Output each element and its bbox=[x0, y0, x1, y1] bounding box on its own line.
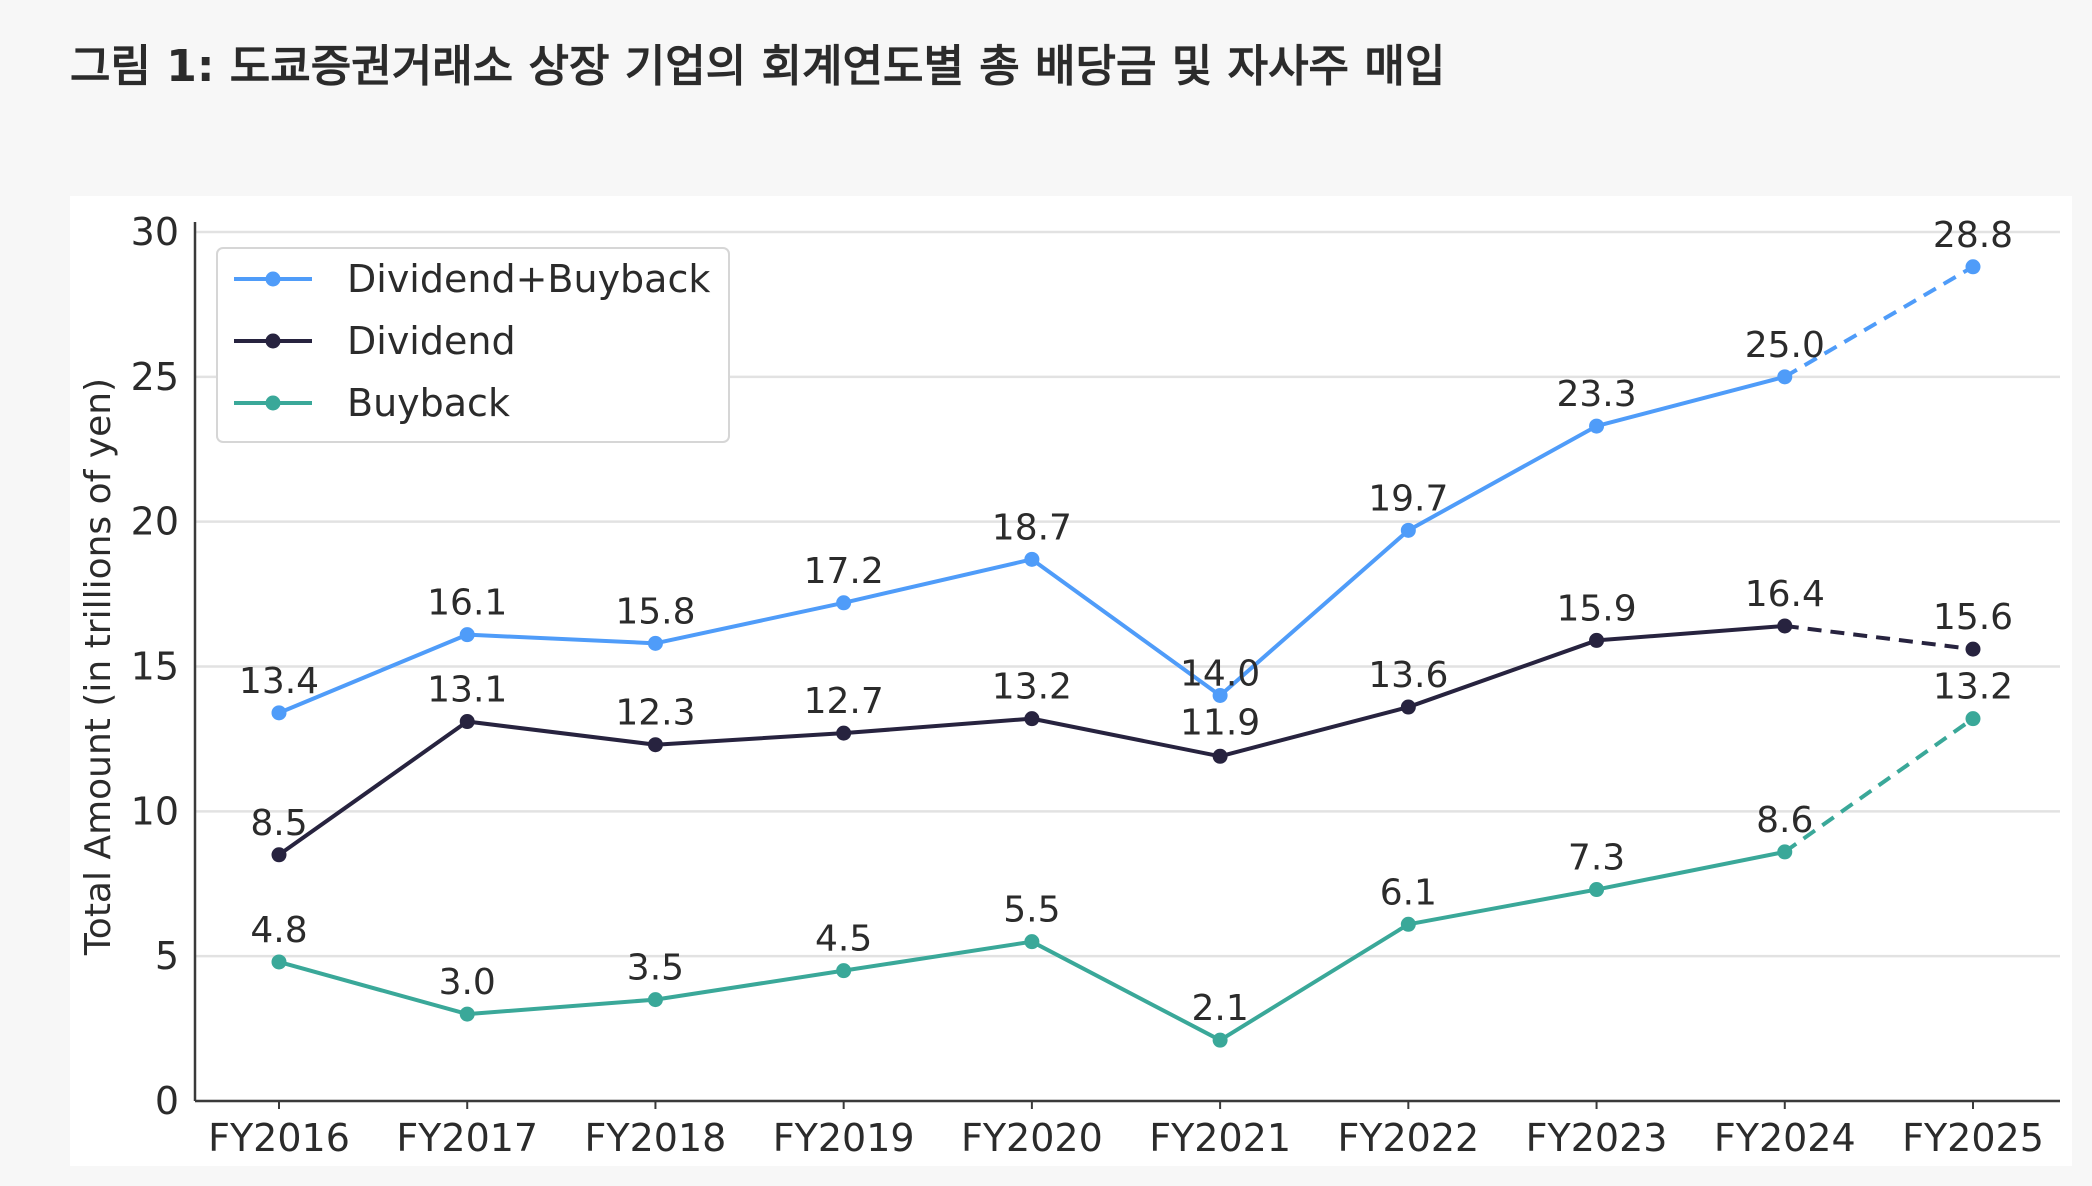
x-tick-label: FY2025 bbox=[1902, 1116, 2044, 1160]
x-tick-label: FY2019 bbox=[773, 1116, 915, 1160]
data-point-1-6 bbox=[1400, 699, 1416, 715]
data-point-2-5 bbox=[1212, 1032, 1228, 1048]
data-point-1-8 bbox=[1777, 618, 1793, 634]
x-tick-label: FY2021 bbox=[1149, 1116, 1291, 1160]
data-label: 13.4 bbox=[239, 661, 319, 702]
legend-label: Buyback bbox=[347, 381, 510, 425]
y-tick-label: 30 bbox=[131, 210, 179, 254]
data-label: 8.6 bbox=[1756, 800, 1813, 841]
axes: 0 5 10 15 20 25 30 FY2016 FY2017 FY2018 FY2019 FY20… bbox=[78, 210, 2060, 1160]
data-label: 12.7 bbox=[804, 681, 884, 722]
data-point-2-8 bbox=[1777, 844, 1793, 860]
y-tick-label: 25 bbox=[131, 355, 179, 399]
series-projection-line-2 bbox=[1783, 717, 1975, 854]
legend-label: Dividend+Buyback bbox=[347, 257, 710, 301]
data-label: 4.5 bbox=[815, 919, 872, 960]
data-point-0-8 bbox=[1777, 369, 1793, 385]
x-tick-label: FY2017 bbox=[396, 1116, 538, 1160]
data-point-1-3 bbox=[836, 725, 852, 741]
data-point-2-7 bbox=[1589, 882, 1605, 898]
data-label: 5.5 bbox=[1003, 890, 1060, 931]
data-point-1-2 bbox=[647, 737, 663, 753]
data-point-2-4 bbox=[1024, 934, 1040, 950]
data-point-0-4 bbox=[1024, 551, 1040, 567]
x-tick-label: FY2022 bbox=[1337, 1116, 1479, 1160]
data-label: 14.0 bbox=[1180, 653, 1260, 694]
legend: Dividend+Buyback Dividend Buyback bbox=[216, 247, 730, 443]
x-tick-label: FY2023 bbox=[1526, 1116, 1668, 1160]
data-point-1-5 bbox=[1212, 748, 1228, 764]
y-tick-label: 20 bbox=[131, 500, 179, 544]
x-tick-label: FY2016 bbox=[208, 1116, 350, 1160]
data-label: 6.1 bbox=[1380, 872, 1437, 913]
data-label: 7.3 bbox=[1568, 838, 1625, 879]
series-line-1 bbox=[277, 623, 1785, 857]
data-labels: 13.4 16.1 15.8 17.2 18.7 14.0 19.7 23.3 25.0 28.8… bbox=[239, 215, 2013, 1029]
data-label: 25.0 bbox=[1745, 325, 1825, 366]
data-label: 17.2 bbox=[804, 551, 884, 592]
legend-swatch-marker bbox=[265, 395, 281, 411]
data-point-0-9 bbox=[1965, 259, 1981, 275]
data-label: 8.5 bbox=[250, 803, 307, 844]
y-axis-title: Total Amount (in trillions of yen) bbox=[78, 378, 119, 956]
line-chart: 0 5 10 15 20 25 30 FY2016 FY2017 FY2018 FY2019 FY20… bbox=[78, 210, 2060, 1160]
data-label: 18.7 bbox=[992, 507, 1072, 548]
figure-title: 그림 1: 도쿄증권거래소 상장 기업의 회계연도별 총 배당금 및 자사주 매… bbox=[70, 41, 1446, 92]
data-point-1-4 bbox=[1024, 711, 1040, 727]
data-point-2-1 bbox=[459, 1006, 475, 1022]
chart-panel: 0 5 10 15 20 25 30 FY2016 FY2017 FY2018 FY2019 FY20… bbox=[70, 196, 2072, 1166]
y-tick-label: 0 bbox=[155, 1079, 179, 1123]
legend-swatch-marker bbox=[265, 333, 281, 349]
data-point-1-1 bbox=[459, 714, 475, 730]
data-point-0-2 bbox=[647, 635, 663, 651]
data-label: 28.8 bbox=[1933, 215, 2013, 256]
data-point-0-7 bbox=[1589, 418, 1605, 434]
data-label: 15.6 bbox=[1933, 597, 2013, 638]
series-lines bbox=[271, 259, 1981, 1048]
data-label: 2.1 bbox=[1191, 988, 1248, 1029]
data-point-0-0 bbox=[271, 705, 287, 721]
legend-swatch-marker bbox=[265, 271, 281, 287]
x-tick-label: FY2024 bbox=[1714, 1116, 1856, 1160]
data-label: 16.1 bbox=[427, 583, 507, 624]
data-point-1-9 bbox=[1965, 641, 1981, 657]
data-point-0-6 bbox=[1400, 522, 1416, 538]
data-label: 13.2 bbox=[992, 667, 1072, 708]
x-tick-label: FY2020 bbox=[961, 1116, 1103, 1160]
data-point-2-0 bbox=[271, 954, 287, 970]
x-tick-label: FY2018 bbox=[585, 1116, 727, 1160]
series-projection-line-1 bbox=[1784, 623, 1974, 652]
data-point-2-2 bbox=[647, 992, 663, 1008]
y-tick-label: 10 bbox=[131, 789, 179, 833]
y-tick-label: 5 bbox=[155, 934, 179, 978]
data-point-0-1 bbox=[459, 627, 475, 643]
data-point-2-6 bbox=[1400, 916, 1416, 932]
data-label: 11.9 bbox=[1180, 702, 1260, 743]
data-label: 15.9 bbox=[1556, 588, 1636, 629]
data-point-1-0 bbox=[271, 847, 287, 863]
series-projection-line-0 bbox=[1783, 265, 1975, 379]
legend-label: Dividend bbox=[347, 319, 516, 363]
data-point-2-3 bbox=[836, 963, 852, 979]
data-label: 4.8 bbox=[250, 910, 307, 951]
y-tick-label: 15 bbox=[131, 645, 179, 689]
data-label: 3.5 bbox=[627, 948, 684, 989]
data-point-0-5 bbox=[1212, 687, 1228, 703]
data-label: 3.0 bbox=[439, 962, 496, 1003]
legend-box bbox=[216, 247, 730, 443]
data-point-1-7 bbox=[1589, 632, 1605, 648]
data-label: 16.4 bbox=[1745, 574, 1825, 615]
data-label: 13.2 bbox=[1933, 667, 2013, 708]
data-label: 13.1 bbox=[427, 670, 507, 711]
data-label: 12.3 bbox=[615, 693, 695, 734]
data-label: 19.7 bbox=[1368, 478, 1448, 519]
data-point-0-3 bbox=[836, 595, 852, 611]
data-label: 23.3 bbox=[1556, 374, 1636, 415]
data-label: 13.6 bbox=[1368, 655, 1448, 696]
data-label: 15.8 bbox=[615, 591, 695, 632]
data-point-2-9 bbox=[1965, 711, 1981, 727]
